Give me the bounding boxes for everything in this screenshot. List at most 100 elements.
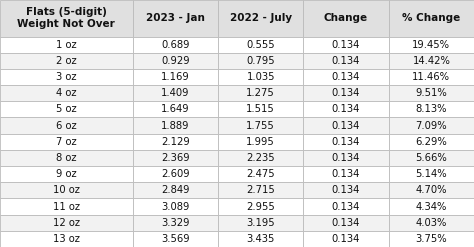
Bar xyxy=(0,118,133,134)
Bar xyxy=(133,37,218,53)
Bar xyxy=(133,118,218,134)
Text: 4.70%: 4.70% xyxy=(416,185,447,195)
Bar xyxy=(303,69,389,85)
Bar xyxy=(218,215,303,231)
Bar xyxy=(218,85,303,101)
Bar xyxy=(133,101,218,118)
Text: 2.955: 2.955 xyxy=(246,202,275,211)
Bar xyxy=(0,182,133,198)
Bar xyxy=(218,0,303,37)
Text: 0.134: 0.134 xyxy=(332,121,360,131)
Bar xyxy=(389,53,474,69)
Bar xyxy=(133,198,218,215)
Bar xyxy=(133,166,218,182)
Bar xyxy=(303,215,389,231)
Bar xyxy=(303,53,389,69)
Text: 0.134: 0.134 xyxy=(332,234,360,244)
Bar xyxy=(133,53,218,69)
Bar xyxy=(389,215,474,231)
Bar xyxy=(218,37,303,53)
Text: 0.134: 0.134 xyxy=(332,218,360,228)
Text: 7 oz: 7 oz xyxy=(56,137,77,147)
Bar xyxy=(0,150,133,166)
Text: 0.134: 0.134 xyxy=(332,137,360,147)
Text: 3.435: 3.435 xyxy=(246,234,275,244)
Text: 0.134: 0.134 xyxy=(332,40,360,50)
Bar xyxy=(389,85,474,101)
Bar xyxy=(133,215,218,231)
Text: 1.515: 1.515 xyxy=(246,104,275,114)
Bar xyxy=(0,231,133,247)
Bar xyxy=(0,215,133,231)
Text: 12 oz: 12 oz xyxy=(53,218,80,228)
Text: 0.134: 0.134 xyxy=(332,169,360,179)
Text: % Change: % Change xyxy=(402,13,460,23)
Bar xyxy=(389,118,474,134)
Text: 2023 - Jan: 2023 - Jan xyxy=(146,13,205,23)
Bar xyxy=(0,101,133,118)
Text: 5.66%: 5.66% xyxy=(416,153,447,163)
Bar xyxy=(133,182,218,198)
Bar xyxy=(218,166,303,182)
Text: 1.755: 1.755 xyxy=(246,121,275,131)
Text: 9.51%: 9.51% xyxy=(416,88,447,98)
Bar xyxy=(303,166,389,182)
Bar xyxy=(0,134,133,150)
Text: Flats (5-digit)
Weight Not Over: Flats (5-digit) Weight Not Over xyxy=(18,7,115,29)
Text: 5.14%: 5.14% xyxy=(416,169,447,179)
Text: 8 oz: 8 oz xyxy=(56,153,77,163)
Text: 0.134: 0.134 xyxy=(332,88,360,98)
Bar xyxy=(389,166,474,182)
Bar xyxy=(303,150,389,166)
Text: 3.195: 3.195 xyxy=(246,218,275,228)
Text: 0.134: 0.134 xyxy=(332,104,360,114)
Bar xyxy=(133,85,218,101)
Text: 7.09%: 7.09% xyxy=(416,121,447,131)
Bar xyxy=(0,0,133,37)
Text: 0.795: 0.795 xyxy=(246,56,275,66)
Text: 1.889: 1.889 xyxy=(161,121,190,131)
Bar xyxy=(133,69,218,85)
Text: 3 oz: 3 oz xyxy=(56,72,77,82)
Bar xyxy=(133,231,218,247)
Bar xyxy=(133,134,218,150)
Text: 2.129: 2.129 xyxy=(161,137,190,147)
Text: 19.45%: 19.45% xyxy=(412,40,450,50)
Text: 6 oz: 6 oz xyxy=(56,121,77,131)
Text: 0.555: 0.555 xyxy=(246,40,275,50)
Bar xyxy=(303,85,389,101)
Bar xyxy=(218,198,303,215)
Bar xyxy=(389,182,474,198)
Text: 0.134: 0.134 xyxy=(332,202,360,211)
Text: 1.169: 1.169 xyxy=(161,72,190,82)
Bar xyxy=(389,69,474,85)
Text: 11.46%: 11.46% xyxy=(412,72,450,82)
Bar xyxy=(218,101,303,118)
Bar xyxy=(218,150,303,166)
Text: 1.035: 1.035 xyxy=(246,72,275,82)
Bar xyxy=(0,166,133,182)
Text: 2.715: 2.715 xyxy=(246,185,275,195)
Bar xyxy=(218,182,303,198)
Text: 0.134: 0.134 xyxy=(332,56,360,66)
Bar xyxy=(0,69,133,85)
Text: 2 oz: 2 oz xyxy=(56,56,77,66)
Text: 1 oz: 1 oz xyxy=(56,40,77,50)
Text: 5 oz: 5 oz xyxy=(56,104,77,114)
Text: 2.475: 2.475 xyxy=(246,169,275,179)
Text: 3.089: 3.089 xyxy=(161,202,190,211)
Text: 0.134: 0.134 xyxy=(332,185,360,195)
Bar xyxy=(133,150,218,166)
Bar xyxy=(303,101,389,118)
Text: 1.275: 1.275 xyxy=(246,88,275,98)
Text: 2.369: 2.369 xyxy=(161,153,190,163)
Bar xyxy=(303,37,389,53)
Bar xyxy=(389,231,474,247)
Bar xyxy=(303,198,389,215)
Text: 14.42%: 14.42% xyxy=(412,56,450,66)
Text: 9 oz: 9 oz xyxy=(56,169,77,179)
Bar xyxy=(303,118,389,134)
Bar xyxy=(389,101,474,118)
Bar xyxy=(303,231,389,247)
Text: 1.649: 1.649 xyxy=(161,104,190,114)
